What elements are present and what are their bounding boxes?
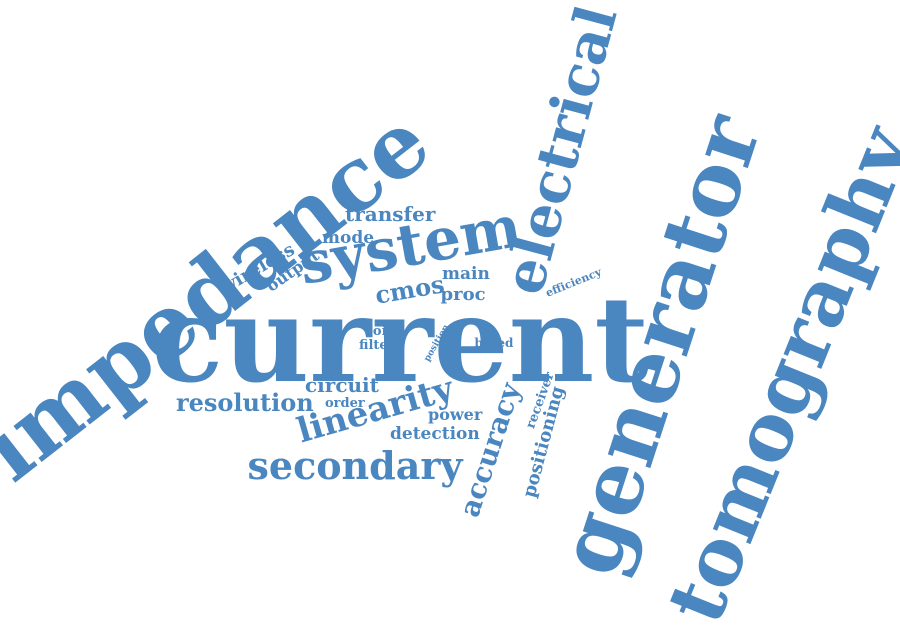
word-power: power xyxy=(428,405,483,424)
word-detection: detection xyxy=(390,423,480,444)
word-secondary: secondary xyxy=(247,443,463,488)
word-current: current xyxy=(151,270,649,409)
word-transfer: transfer xyxy=(345,202,436,226)
word-resolution: resolution xyxy=(176,388,314,417)
word-main: main xyxy=(442,263,490,284)
word-based: based xyxy=(474,336,514,350)
word-filter: filter xyxy=(359,337,395,353)
word-circuit: circuit xyxy=(305,373,379,397)
word-coil: coil xyxy=(365,323,392,339)
word-order: order xyxy=(325,395,365,411)
word-mode: mode xyxy=(322,227,375,248)
word-proc: proc xyxy=(440,284,486,305)
